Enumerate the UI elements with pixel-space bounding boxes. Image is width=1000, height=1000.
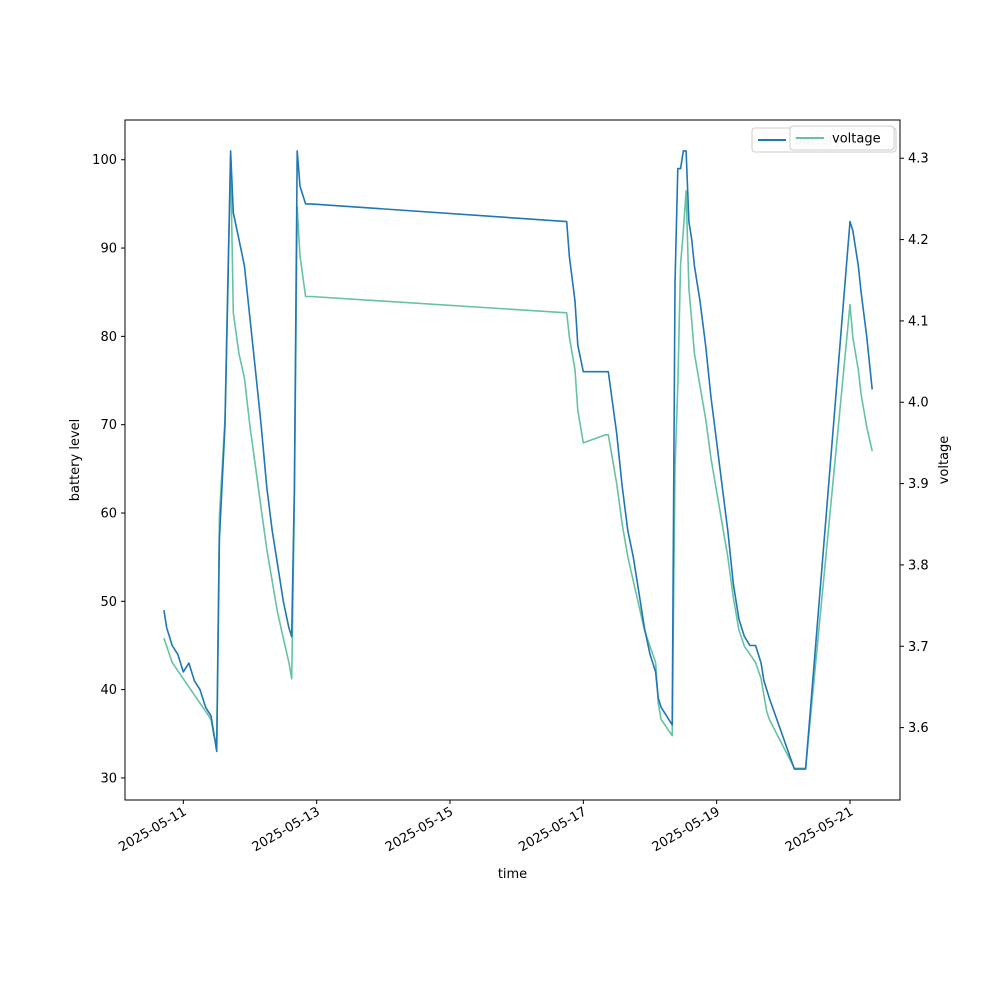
right-y-tick-label: 3.6 — [908, 721, 929, 736]
left-y-tick-label: 70 — [100, 418, 117, 433]
x-tick-label: 2025-05-19 — [650, 804, 723, 855]
left-y-tick-label: 30 — [100, 771, 117, 786]
legend-voltage: voltage — [789, 125, 895, 151]
x-tick-label: 2025-05-21 — [783, 804, 856, 855]
right-y-tick-label: 4.3 — [908, 152, 929, 167]
plot-lines — [163, 150, 873, 770]
right-y-tick-label: 4.1 — [908, 314, 929, 329]
legend-label: voltage — [832, 132, 881, 147]
left-y-tick-label: 50 — [100, 595, 117, 610]
right-y-tick-label: 3.7 — [908, 640, 929, 655]
x-tick-label: 2025-05-13 — [250, 804, 323, 855]
legend-box — [789, 125, 895, 151]
right-y-tick-label: 4.2 — [908, 233, 929, 248]
left-y-tick-label: 40 — [100, 683, 117, 698]
left-y-tick-label: 60 — [100, 506, 117, 521]
right-y-axis-label: voltage — [937, 436, 952, 485]
left-y-tick-label: 80 — [100, 330, 117, 345]
series-line-voltage — [163, 157, 873, 770]
x-axis: 2025-05-11 2025-05-13 2025-05-15 2025-05-17… — [116, 800, 856, 855]
x-tick-label: 2025-05-17 — [516, 804, 589, 855]
right-y-tick-label: 3.9 — [908, 477, 929, 492]
left-y-axis: 30 40 50 60 70 80 90 100 — [92, 153, 125, 786]
x-tick-label: 2025-05-11 — [116, 804, 189, 855]
right-y-tick-label: 3.8 — [908, 558, 929, 573]
left-y-tick-label: 100 — [92, 153, 117, 168]
left-y-tick-label: 90 — [100, 242, 117, 257]
right-y-tick-label: 4.0 — [908, 396, 929, 411]
right-y-axis: 3.6 3.7 3.8 3.9 4.0 4.1 4.2 4.3 — [900, 152, 929, 736]
plot-frame — [124, 119, 901, 801]
x-tick-label: 2025-05-15 — [383, 804, 456, 855]
series-line-battery — [163, 150, 873, 770]
left-y-axis-label: battery level — [68, 419, 83, 502]
x-axis-label: time — [498, 867, 527, 882]
